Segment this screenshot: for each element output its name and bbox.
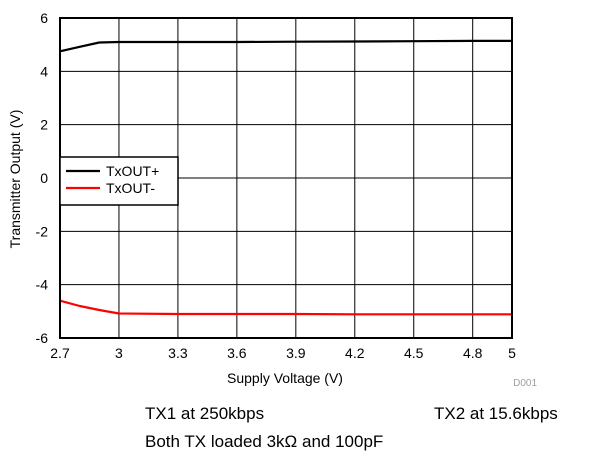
legend: TxOUT+TxOUT- [59, 156, 179, 206]
x-tick-label: 4.5 [404, 345, 424, 361]
y-tick-labels: 6 4 2 0 -2 -4 -6 [36, 10, 49, 346]
chart-watermark: D001 [513, 378, 537, 389]
x-tick-label: 3.9 [286, 345, 306, 361]
x-tick-label: 3.6 [227, 345, 247, 361]
y-tick-label: 4 [40, 63, 48, 79]
x-tick-label: 4.2 [345, 345, 365, 361]
x-axis-label: Supply Voltage (V) [227, 370, 343, 386]
y-tick-label: 2 [40, 117, 48, 133]
chart: 2.7 3 3.3 3.6 3.9 4.2 4.5 4.8 5 6 4 2 0 -2 -4 -6 Suppl… [7, 10, 537, 389]
series-layer [59, 39, 512, 316]
y-tick-label: 6 [40, 10, 48, 26]
x-tick-labels: 2.7 3 3.3 3.6 3.9 4.2 4.5 4.8 5 [50, 345, 516, 361]
series-line [59, 299, 512, 316]
x-tick-label: 5 [508, 345, 516, 361]
y-tick-label: -4 [36, 277, 49, 293]
x-tick-label: 3.3 [168, 345, 188, 361]
legend-box [59, 156, 179, 206]
y-tick-label: 0 [40, 170, 48, 186]
grid-lines [59, 17, 513, 339]
legend-label: TxOUT+ [106, 163, 159, 179]
series-line [59, 39, 512, 53]
x-tick-label: 2.7 [50, 345, 70, 361]
y-tick-label: -6 [36, 330, 49, 346]
x-tick-label: 3 [115, 345, 123, 361]
caption-load: Both TX loaded 3kΩ and 100pF [145, 432, 384, 451]
x-tick-label: 4.8 [463, 345, 483, 361]
legend-label: TxOUT- [106, 180, 155, 196]
caption-tx2: TX2 at 15.6kbps [434, 404, 558, 423]
caption-tx1: TX1 at 250kbps [145, 404, 265, 423]
y-axis-label: Transmitter Output (V) [7, 110, 23, 249]
y-tick-label: -2 [36, 223, 49, 239]
